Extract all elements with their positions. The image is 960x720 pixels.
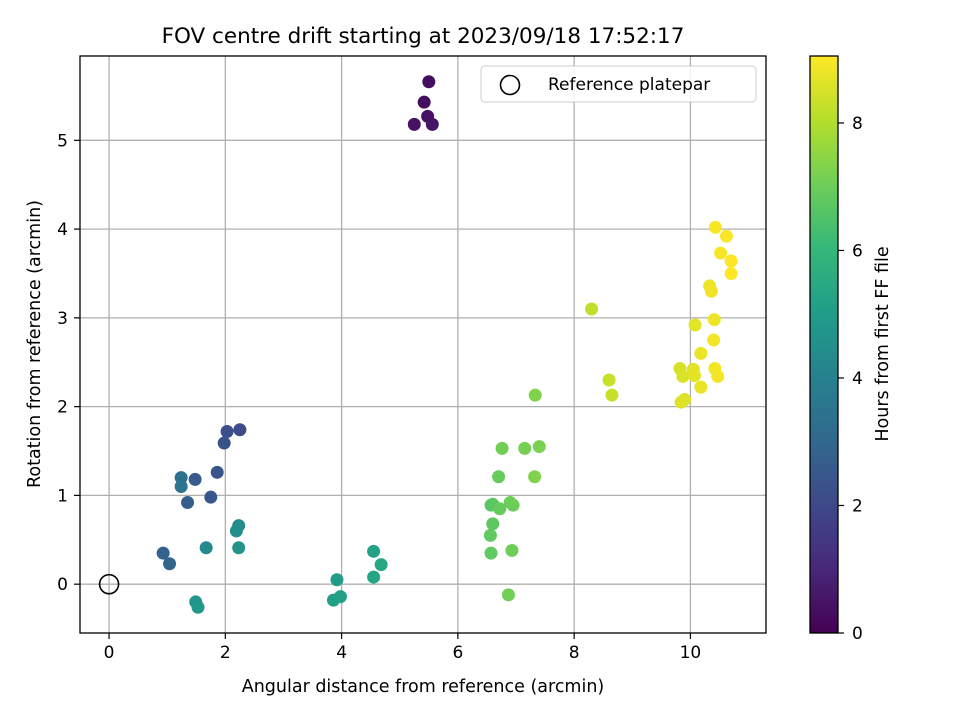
y-axis-ticks: 0 1 2 3 4 5	[57, 131, 80, 595]
x-tick-label: 0	[104, 643, 115, 663]
colorbar-tick-label: 6	[852, 241, 863, 261]
data-point	[220, 424, 234, 438]
data-point	[330, 573, 344, 587]
legend-entry-label: Reference platepar	[548, 75, 710, 95]
colorbar-tick-label: 8	[852, 114, 863, 134]
data-point	[708, 220, 722, 234]
data-point	[188, 472, 202, 486]
data-point	[229, 524, 243, 538]
data-point	[528, 388, 542, 402]
data-point	[425, 117, 439, 131]
data-point	[484, 546, 498, 560]
data-point	[495, 441, 509, 455]
colorbar: 0 2 4 6 8 Hours from first FF file	[809, 55, 893, 644]
x-tick-label: 6	[452, 643, 463, 663]
data-point	[707, 313, 721, 327]
legend: Reference platepar	[480, 65, 757, 103]
data-point	[486, 517, 500, 531]
x-tick-label: 4	[336, 643, 347, 663]
data-point	[492, 470, 506, 484]
chart-title: FOV centre drift starting at 2023/09/18 …	[162, 24, 685, 49]
reference-platepar-marker	[98, 573, 120, 595]
data-point	[199, 541, 213, 555]
data-point	[688, 318, 702, 332]
data-point	[181, 496, 195, 510]
data-points	[156, 75, 738, 614]
data-point	[374, 558, 388, 572]
x-axis-ticks: 0 2 4 6 8 10	[104, 633, 702, 663]
data-point	[483, 528, 497, 542]
data-point	[163, 557, 177, 571]
colorbar-ticks: 0 2 4 6 8	[838, 114, 863, 644]
data-point	[505, 543, 519, 557]
data-point	[724, 254, 738, 268]
colorbar-tick-label: 4	[852, 369, 863, 389]
data-point	[707, 333, 721, 347]
y-axis-label: Rotation from reference (arcmin)	[25, 200, 45, 488]
data-point	[532, 440, 546, 454]
data-point	[704, 284, 718, 298]
data-point	[174, 480, 188, 494]
data-point	[204, 490, 218, 504]
colorbar-gradient	[809, 55, 839, 634]
data-point	[711, 369, 725, 383]
data-point	[367, 544, 381, 558]
y-tick-label: 3	[57, 309, 68, 329]
plot-frame	[79, 55, 767, 634]
y-tick-label: 2	[57, 398, 68, 418]
data-point	[501, 588, 515, 602]
data-point	[506, 498, 520, 512]
y-tick-label: 5	[57, 131, 68, 151]
reference-marker-layer	[98, 573, 120, 595]
legend-box	[480, 65, 757, 103]
grid-lines	[80, 56, 766, 633]
data-point	[602, 373, 616, 387]
data-point	[719, 229, 733, 243]
data-point	[407, 117, 421, 131]
data-point	[518, 441, 532, 455]
data-point	[333, 590, 347, 604]
data-point	[678, 393, 692, 407]
data-point	[232, 541, 246, 555]
x-axis-label: Angular distance from reference (arcmin)	[242, 677, 605, 697]
colorbar-tick-label: 2	[852, 496, 863, 516]
data-point	[210, 465, 224, 479]
y-tick-label: 0	[57, 575, 68, 595]
data-point	[367, 570, 381, 584]
x-tick-label: 10	[680, 643, 702, 663]
data-point	[493, 502, 507, 516]
data-point	[585, 302, 599, 316]
data-point	[217, 436, 231, 450]
data-point	[687, 369, 701, 383]
x-tick-label: 2	[220, 643, 231, 663]
data-point	[694, 380, 708, 394]
x-tick-label: 8	[569, 643, 580, 663]
data-point	[714, 246, 728, 260]
data-point	[694, 346, 708, 360]
y-tick-label: 4	[57, 220, 68, 240]
legend-reference-marker-icon	[499, 74, 521, 96]
colorbar-tick-label: 0	[852, 624, 863, 644]
data-point	[422, 75, 436, 89]
data-point	[605, 388, 619, 402]
y-tick-label: 1	[57, 486, 68, 506]
data-point	[156, 546, 170, 560]
data-point	[417, 95, 431, 109]
data-point	[191, 600, 205, 614]
data-point	[724, 266, 738, 280]
colorbar-label: Hours from first FF file	[873, 246, 893, 441]
data-point	[233, 423, 247, 437]
data-point	[676, 369, 690, 383]
data-point	[528, 470, 542, 484]
